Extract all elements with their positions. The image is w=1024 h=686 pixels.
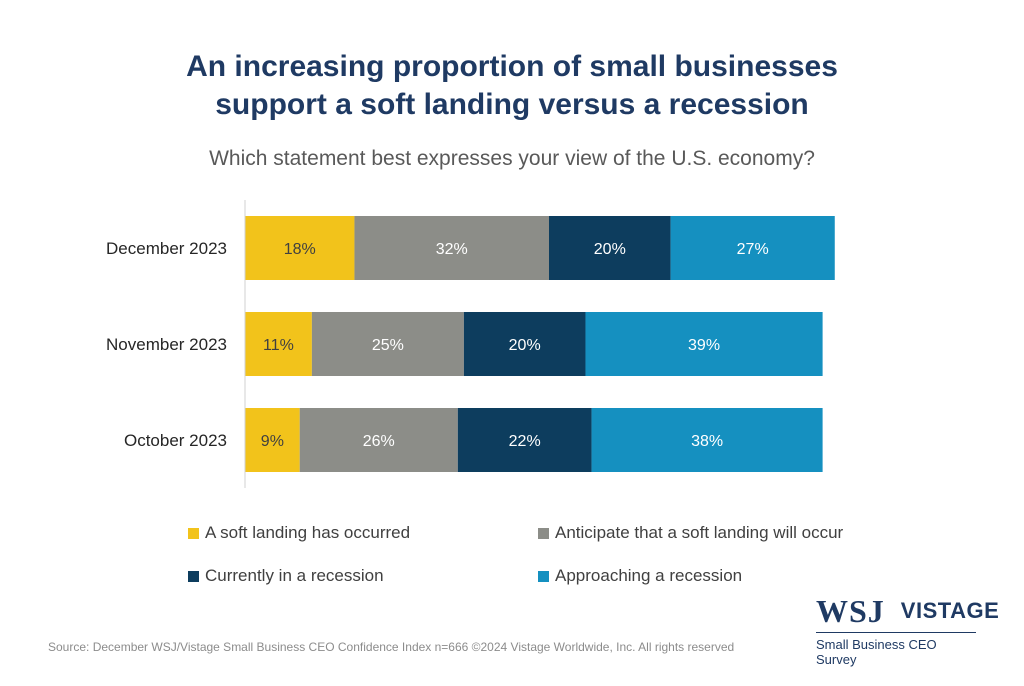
data-label: 11% xyxy=(263,337,294,354)
data-label: 26% xyxy=(363,433,395,450)
data-label: 25% xyxy=(372,337,404,354)
category-label: November 2023 xyxy=(106,335,227,354)
wsj-vistage-logo: WSJ VISTAGE Small Business CEO Survey xyxy=(816,592,999,667)
data-label: 18% xyxy=(284,241,316,258)
legend-swatch xyxy=(188,527,199,539)
data-label: 9% xyxy=(261,433,284,450)
legend-label: Approaching a recession xyxy=(555,566,743,585)
bar-segment xyxy=(299,408,458,472)
bar-segment xyxy=(311,312,464,376)
data-label: 32% xyxy=(436,241,468,258)
data-label: 39% xyxy=(688,337,720,354)
bar-segment xyxy=(549,216,671,280)
logo-subtitle: Small Business CEO Survey xyxy=(816,637,937,667)
logo-rule xyxy=(816,632,976,633)
bar-segment xyxy=(457,408,592,472)
data-label: 20% xyxy=(509,337,541,354)
chart-subtitle: Which statement best expresses your view… xyxy=(209,147,815,170)
wsj-logo-text: WSJ xyxy=(816,592,885,629)
bar-segment xyxy=(585,312,823,376)
legend-item-soft-landing-occurred: A soft landing has occurred xyxy=(188,523,410,543)
legend-swatch xyxy=(538,570,549,582)
bar-segment xyxy=(245,408,300,472)
data-label: 38% xyxy=(691,433,723,450)
category-label: December 2023 xyxy=(106,239,227,258)
chart-title: An increasing proportion of small busine… xyxy=(0,48,1024,124)
chart-title-line-2: support a soft landing versus a recessio… xyxy=(215,88,809,121)
chart-title-line-1: An increasing proportion of small busine… xyxy=(186,50,838,83)
bar-segment xyxy=(591,408,823,472)
data-label: 27% xyxy=(737,241,769,258)
bar-segment xyxy=(670,216,835,280)
legend-item-anticipate-soft-landing: Anticipate that a soft landing will occu… xyxy=(538,523,843,543)
legend-item-currently-in-recession: Currently in a recession xyxy=(188,566,384,586)
stacked-bar-chart: December 2023 18% 32% 20% 27% November 2023 11… xyxy=(106,200,835,488)
vistage-logo-text: VISTAGE xyxy=(900,598,1000,623)
legend-item-approaching-recession: Approaching a recession xyxy=(538,566,742,586)
legend-label: Anticipate that a soft landing will occu… xyxy=(555,523,844,542)
source-note: Source: December WSJ/Vistage Small Busin… xyxy=(48,640,735,654)
bar-segment xyxy=(463,312,586,376)
category-label: October 2023 xyxy=(124,431,227,450)
legend-label: A soft landing has occurred xyxy=(205,523,411,542)
legend-label: Currently in a recession xyxy=(205,566,384,585)
data-label: 20% xyxy=(594,241,626,258)
bar-segment xyxy=(245,312,312,376)
data-label: 22% xyxy=(509,433,541,450)
legend-swatch xyxy=(188,570,199,582)
legend-swatch xyxy=(538,527,549,539)
bar-segment xyxy=(354,216,549,280)
bar-segment xyxy=(245,216,355,280)
